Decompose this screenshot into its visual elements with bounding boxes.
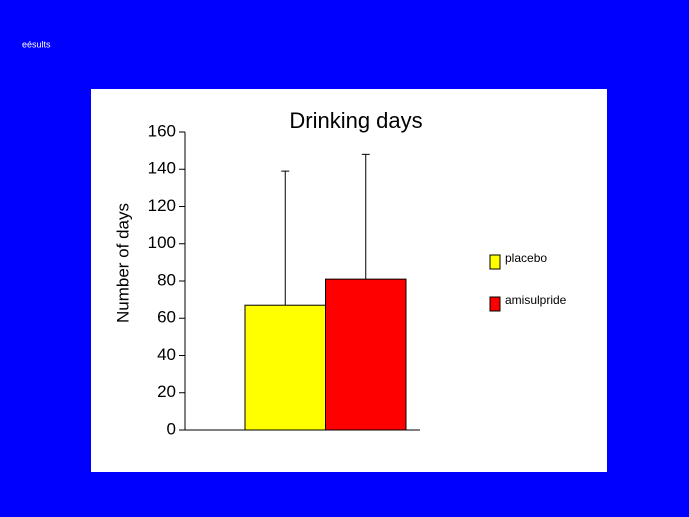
y-tick-label: 0 bbox=[167, 419, 176, 438]
y-tick-label: 120 bbox=[148, 196, 176, 215]
legend-swatch bbox=[489, 254, 501, 270]
bar bbox=[325, 278, 407, 431]
y-tick-label: 60 bbox=[157, 308, 176, 327]
y-tick-label: 160 bbox=[148, 121, 176, 140]
y-tick-label: 80 bbox=[157, 270, 176, 289]
y-tick-label: 40 bbox=[157, 345, 176, 364]
y-tick-label: 100 bbox=[148, 233, 176, 252]
legend-label: amisulpride bbox=[505, 293, 567, 307]
bar bbox=[244, 304, 326, 431]
plot: 0 20 40 60 80 100 120 140 160 placebo amisulpride bbox=[148, 121, 567, 438]
y-axis-label: Number of days bbox=[113, 203, 132, 323]
y-tick-label: 20 bbox=[157, 382, 176, 401]
chart-title: Drinking days bbox=[289, 108, 422, 133]
legend-swatch bbox=[489, 296, 501, 312]
legend-label: placebo bbox=[505, 251, 547, 265]
slide-label: eésults bbox=[22, 39, 51, 49]
y-tick-label: 140 bbox=[148, 159, 176, 178]
